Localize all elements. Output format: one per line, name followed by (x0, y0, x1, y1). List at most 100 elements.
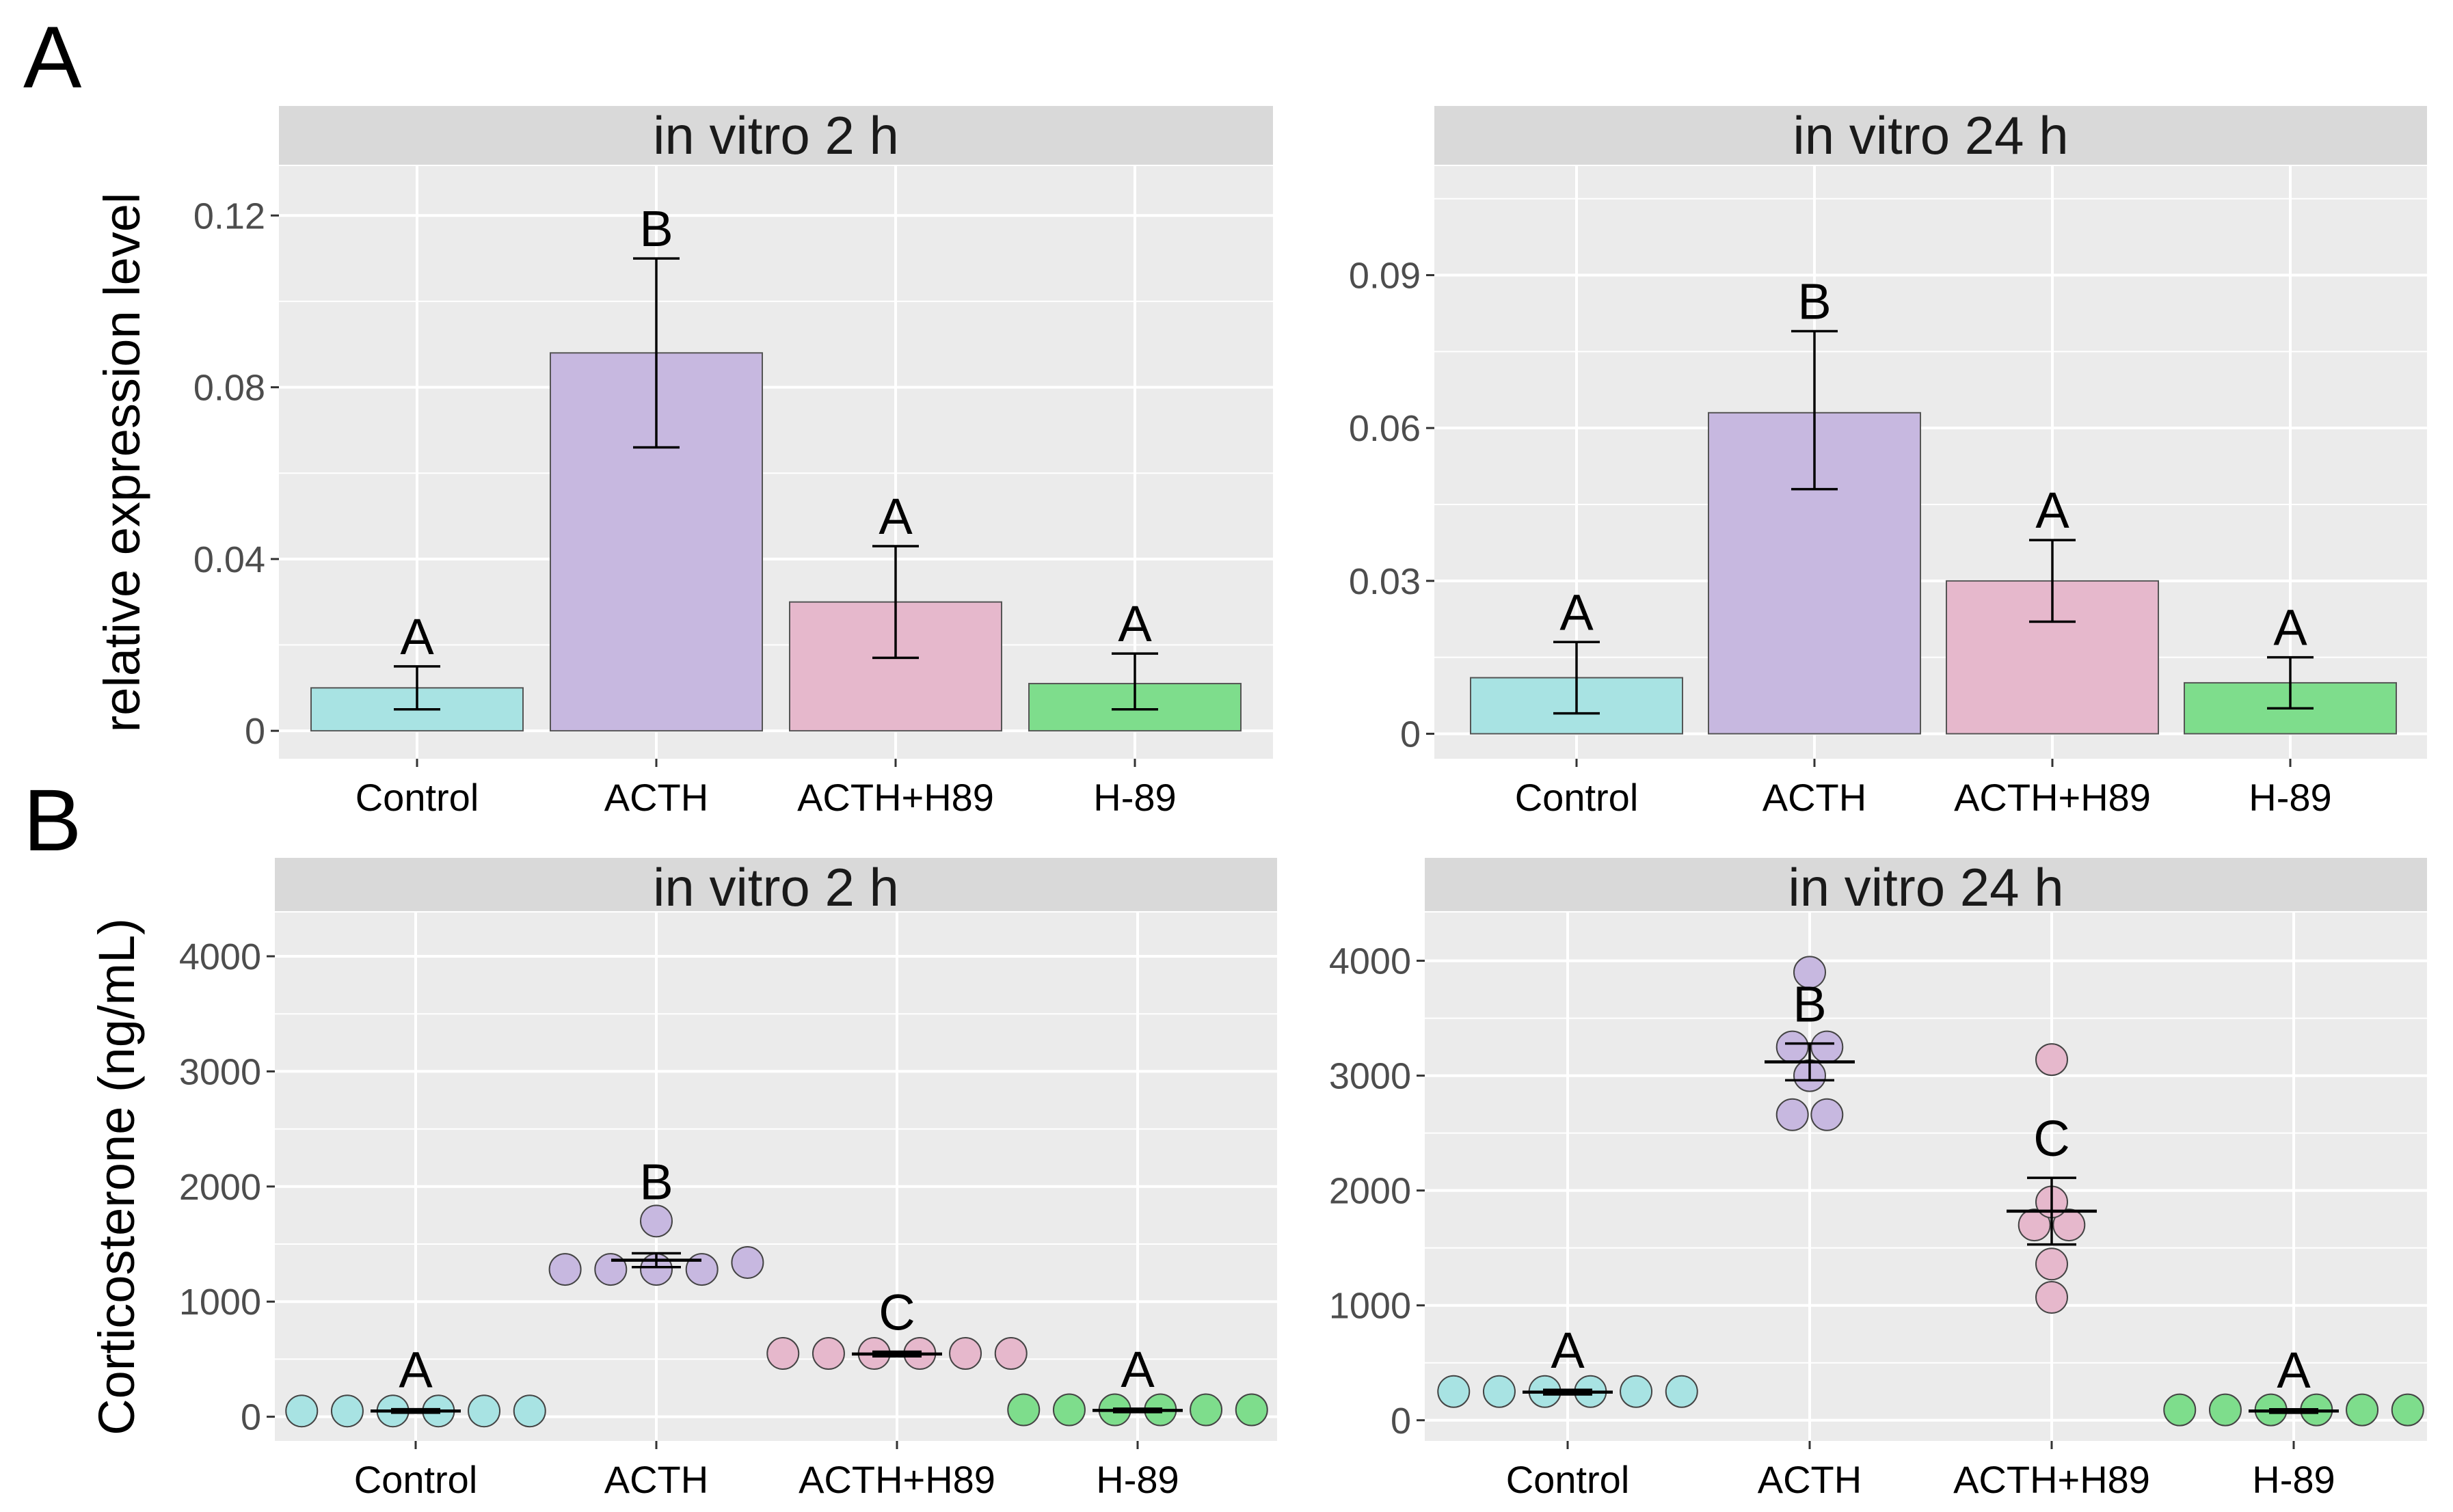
y-tick-label: 3000 (1329, 1056, 1411, 1097)
data-point (2163, 1393, 2197, 1427)
significance-letter: A (399, 1342, 433, 1399)
charts: in vitro 2 h 0 0.04 0.08 0.12 Control ACTH ACTH… (88, 105, 2427, 1501)
data-point (1810, 1030, 1844, 1064)
facet-title: in vitro 2 h (653, 105, 899, 165)
x-tick-label: ACTH+H89 (1954, 776, 2151, 819)
facet-title: in vitro 24 h (1788, 857, 2063, 917)
chart-A-2h: in vitro 2 h 0 0.04 0.08 0.12 Control ACTH ACTH… (94, 105, 1273, 819)
data-point (1620, 1375, 1653, 1408)
x-tick-label: H-89 (1096, 1458, 1179, 1501)
y-tick-label: 0.08 (193, 368, 265, 409)
data-point (812, 1337, 845, 1371)
significance-letter: B (639, 1153, 673, 1210)
plot-panel (1425, 913, 2427, 1441)
x-tick-label: Control (1515, 776, 1639, 819)
data-point (548, 1253, 582, 1286)
y-tick-label: 0.03 (1349, 561, 1421, 602)
x-tick-label: H-89 (1093, 776, 1176, 819)
significance-letter: C (2033, 1110, 2069, 1167)
x-tick-label: ACTH (604, 1458, 708, 1501)
data-point (1007, 1393, 1041, 1427)
x-tick-label: ACTH (1758, 1458, 1862, 1501)
y-tick-label: 0 (241, 1397, 261, 1438)
panel-label-a: A (23, 9, 82, 107)
significance-letter: A (2035, 482, 2069, 539)
data-point (285, 1394, 319, 1428)
y-tick-label: 0.12 (193, 195, 265, 237)
facet-strip (1425, 858, 2427, 911)
significance-letter: A (2273, 599, 2307, 656)
facet-strip (275, 858, 1277, 911)
y-tick-label: 3000 (179, 1051, 261, 1092)
data-point (2052, 1209, 2086, 1242)
data-point (1482, 1375, 1516, 1408)
x-tick-label: ACTH+H89 (799, 1458, 995, 1501)
data-point (2208, 1393, 2242, 1427)
y-tick-label: 1000 (1329, 1286, 1411, 1327)
data-point (731, 1245, 764, 1279)
panel-label-b: B (23, 772, 81, 869)
y-tick-label: 1000 (179, 1282, 261, 1323)
significance-letter: A (1121, 1341, 1155, 1398)
facet-strip (1434, 106, 2427, 165)
data-point (2018, 1209, 2051, 1242)
significance-letter: A (2277, 1342, 2311, 1399)
data-point (949, 1337, 982, 1371)
x-tick-label: ACTH+H89 (797, 776, 994, 819)
data-point (1775, 1098, 1809, 1131)
chart-B-24h: in vitro 24 h 0 1000 2000 3000 4000 Control ACT… (1329, 857, 2427, 1501)
significance-letter: A (879, 488, 913, 545)
x-tick-label: H-89 (2249, 776, 2331, 819)
x-tick-label: Control (354, 1458, 478, 1501)
significance-letter: A (1559, 584, 1594, 640)
significance-letter: B (1797, 273, 1831, 330)
significance-letter: B (639, 200, 673, 257)
significance-letter: C (879, 1284, 915, 1340)
data-point (640, 1204, 673, 1238)
data-point (1665, 1375, 1698, 1408)
plot-panel (279, 166, 1273, 759)
chart-B-2h: in vitro 2 h 0 1000 2000 3000 4000 Control ACTH… (88, 857, 1277, 1501)
y-tick-label: 0 (1400, 714, 1421, 755)
y-axis-label: Corticosterone (ng/mL) (88, 918, 145, 1435)
significance-letter: A (1551, 1322, 1585, 1379)
data-point (2346, 1393, 2379, 1427)
x-tick-label: Control (356, 776, 479, 819)
data-point (1810, 1098, 1844, 1131)
data-point (468, 1394, 501, 1428)
data-point (994, 1337, 1028, 1371)
data-point (1775, 1030, 1809, 1064)
facet-title: in vitro 2 h (653, 857, 899, 917)
y-axis-label: relative expression level (94, 193, 150, 733)
y-tick-label: 4000 (1329, 941, 1411, 982)
y-tick-label: 0 (245, 711, 265, 752)
x-tick-label: Control (1506, 1458, 1630, 1501)
y-tick-label: 0 (1391, 1401, 1411, 1442)
y-tick-label: 0.04 (193, 539, 265, 580)
significance-letter: A (400, 608, 434, 665)
significance-letter: A (1118, 595, 1152, 652)
plot-panel (1434, 166, 2427, 759)
data-point (1437, 1375, 1471, 1408)
y-tick-label: 0.06 (1349, 408, 1421, 449)
data-point (1235, 1393, 1268, 1427)
data-point (594, 1253, 628, 1286)
facet-title: in vitro 24 h (1793, 105, 2068, 165)
data-point (513, 1394, 546, 1428)
data-point (2035, 1043, 2068, 1077)
data-point (685, 1253, 719, 1286)
data-point (1052, 1393, 1086, 1427)
data-point (2391, 1393, 2424, 1427)
x-tick-label: H-89 (2252, 1458, 2335, 1501)
y-tick-label: 2000 (1329, 1171, 1411, 1212)
x-tick-label: ACTH (1762, 776, 1866, 819)
data-point (2035, 1280, 2068, 1314)
data-point (1190, 1393, 1223, 1427)
y-tick-label: 2000 (179, 1167, 261, 1208)
data-point (766, 1337, 800, 1371)
x-tick-label: ACTH+H89 (1953, 1458, 2150, 1501)
x-tick-label: ACTH (604, 776, 708, 819)
data-point (1793, 956, 1826, 989)
facet-strip (279, 106, 1273, 165)
